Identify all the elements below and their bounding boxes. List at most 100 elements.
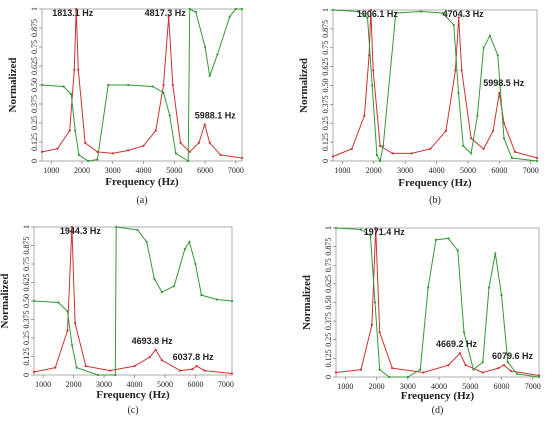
data-point — [359, 228, 363, 231]
panel-caption: (b) — [429, 195, 441, 206]
data-point — [379, 144, 382, 147]
peak-frequency-label: 5988.1 Hz — [195, 111, 237, 121]
data-point — [183, 248, 186, 251]
data-point — [488, 34, 491, 37]
data-point — [74, 129, 77, 132]
data-point — [77, 68, 80, 71]
data-point — [456, 249, 459, 252]
data-point — [179, 369, 182, 372]
data-point — [482, 46, 485, 49]
data-point — [378, 331, 381, 334]
data-point — [203, 369, 206, 372]
data-point — [215, 298, 218, 301]
y-tick-label: 0.50 — [321, 79, 330, 93]
y-tick-label: 0 — [22, 373, 31, 377]
data-point — [194, 10, 197, 14]
x-tick-label: 5000 — [460, 166, 476, 175]
data-point — [502, 364, 506, 367]
data-point — [216, 53, 219, 56]
x-tick-label: 6000 — [494, 382, 510, 391]
data-point — [331, 8, 335, 12]
x-tick-label: 7000 — [218, 380, 234, 389]
data-point — [208, 74, 211, 77]
data-point — [537, 375, 541, 379]
y-tick-label: 0 — [324, 375, 333, 379]
x-axis-label: Frequency (Hz) — [96, 389, 170, 401]
data-point — [154, 129, 157, 132]
x-tick-label: 7000 — [525, 382, 541, 391]
data-point — [427, 286, 430, 289]
chart-panel-a: 0 0.125 0.25 0.375 0.50 0.625 0.75 0.875 1 1000 20… — [7, 7, 244, 206]
y-tick-label: 0.75 — [321, 41, 330, 55]
data-point — [87, 159, 90, 163]
data-point — [66, 329, 69, 332]
data-point — [506, 361, 509, 364]
data-point — [462, 331, 466, 334]
data-point — [457, 91, 460, 95]
data-point — [54, 366, 57, 369]
y-tick-label: 0.125 — [22, 348, 31, 366]
data-point — [470, 137, 473, 140]
data-point — [535, 156, 539, 160]
data-point — [32, 370, 36, 374]
data-point — [509, 369, 512, 373]
x-tick-label: 4000 — [431, 382, 447, 391]
data-point — [151, 85, 154, 88]
data-point — [391, 152, 394, 155]
data-point — [84, 365, 87, 368]
data-point — [452, 24, 455, 27]
y-tick-label: 0 — [30, 159, 39, 163]
data-point — [179, 141, 182, 144]
y-tick-label: 0.125 — [321, 133, 330, 151]
data-point — [234, 7, 237, 11]
data-point — [160, 291, 163, 294]
x-tick-label: 1000 — [35, 380, 51, 389]
x-tick-label: 3000 — [397, 166, 413, 175]
y-tick-label: 0.375 — [321, 95, 330, 113]
data-point — [70, 93, 73, 96]
data-point — [162, 91, 165, 94]
data-point — [406, 375, 409, 379]
x-tick-label: 1000 — [337, 382, 353, 391]
data-point — [188, 7, 191, 11]
phase-series-line — [41, 8, 242, 162]
y-tick-label: 0 — [321, 159, 330, 163]
peak-frequency-label: 1971.4 Hz — [364, 227, 406, 237]
data-point — [230, 372, 234, 375]
y-tick-label: 0.75 — [22, 257, 31, 271]
data-point — [148, 356, 151, 359]
y-tick-label: 0.50 — [324, 296, 333, 310]
data-point — [145, 240, 148, 243]
data-point — [470, 152, 473, 155]
data-point — [174, 152, 177, 155]
x-tick-label: 6000 — [491, 166, 507, 175]
data-point — [497, 367, 500, 370]
x-tick-label: 1000 — [334, 166, 350, 175]
data-point — [188, 240, 191, 243]
data-point — [71, 344, 74, 347]
data-point — [77, 153, 80, 156]
y-tick-label: 0.625 — [321, 58, 330, 76]
data-point — [481, 361, 484, 364]
data-point — [107, 83, 110, 87]
data-point — [447, 364, 450, 367]
data-point — [74, 322, 77, 325]
plot-area — [33, 226, 233, 376]
data-point — [494, 252, 497, 255]
data-point — [230, 299, 234, 303]
data-point — [496, 54, 499, 57]
data-point — [114, 373, 117, 377]
x-tick-label: 1000 — [43, 166, 59, 175]
data-point — [372, 69, 375, 72]
x-tick-label: 6000 — [197, 166, 213, 175]
data-point — [447, 237, 450, 240]
y-tick-label: 0.75 — [324, 258, 333, 272]
y-tick-label: 0.375 — [30, 95, 39, 113]
data-point — [350, 147, 353, 150]
magnitude-series-line — [33, 226, 233, 374]
panel-caption: (c) — [127, 405, 138, 416]
data-point — [75, 7, 78, 11]
data-point — [502, 122, 506, 125]
y-tick-label: 0.875 — [22, 237, 31, 255]
